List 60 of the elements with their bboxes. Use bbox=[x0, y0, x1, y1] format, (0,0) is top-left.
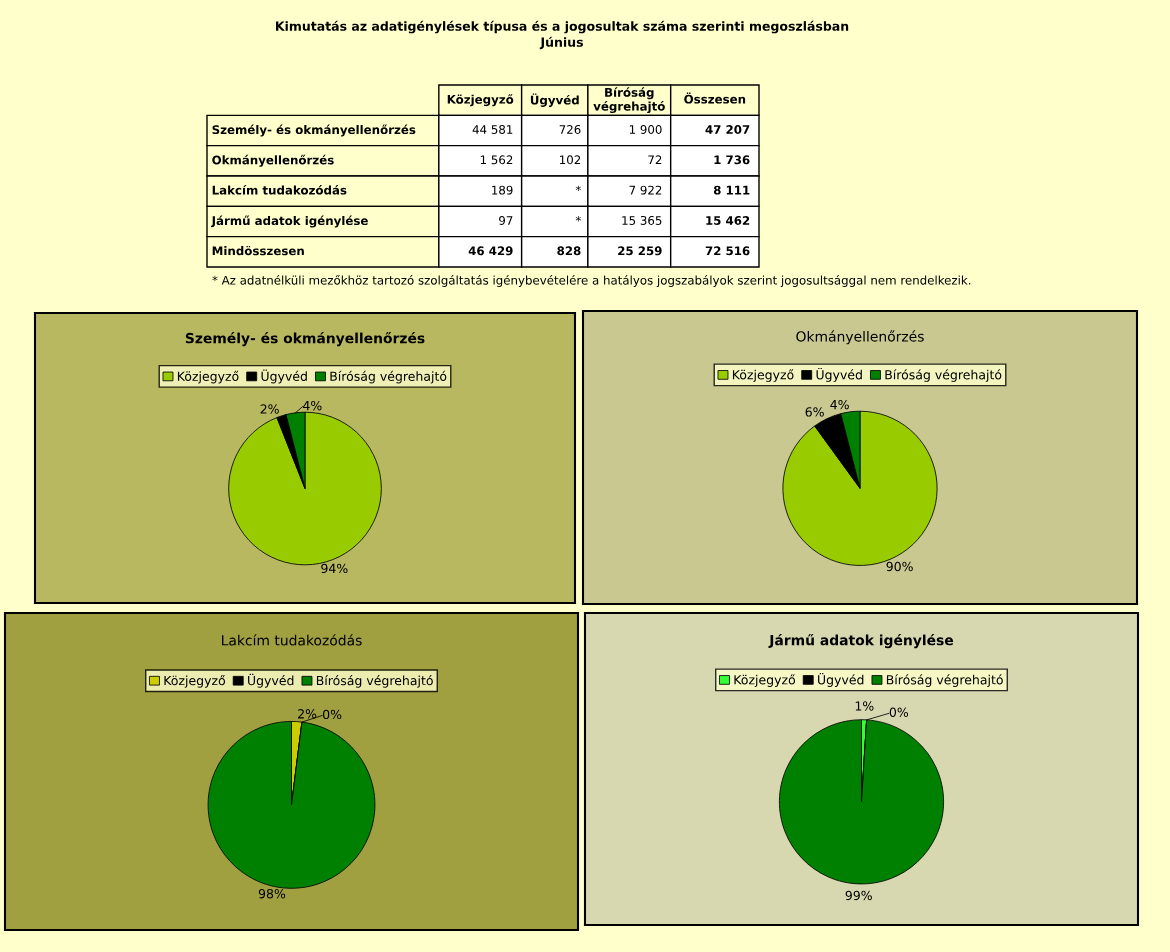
legend-label: Közjegyző bbox=[732, 369, 794, 382]
chart-title: Személy- és okmányellenőrzés bbox=[185, 332, 425, 347]
legend-label: Bíróság végrehajtó bbox=[330, 370, 447, 384]
text: 1 736 bbox=[714, 155, 750, 165]
data-label: 99% bbox=[845, 890, 872, 901]
category-label: Közjegyző bbox=[447, 94, 514, 107]
data-label: 98% bbox=[258, 888, 286, 899]
legend-label: Bíróság végrehajtó bbox=[885, 369, 1002, 382]
category-label: Lakcím tudakozódás bbox=[212, 184, 347, 195]
text: Június bbox=[539, 36, 583, 50]
text: 726 bbox=[559, 125, 581, 134]
text: 47 207 bbox=[705, 125, 750, 134]
legend-label: Ügyvéd bbox=[816, 367, 862, 382]
text: * bbox=[575, 216, 581, 222]
text: * bbox=[575, 185, 581, 192]
chart-title: Okmányellenőrzés bbox=[796, 330, 924, 345]
text: 7 922 bbox=[629, 185, 662, 195]
text: 72 516 bbox=[705, 246, 750, 256]
category-label: Összesen bbox=[684, 92, 746, 104]
text: 46 429 bbox=[468, 246, 513, 256]
text: 0% bbox=[889, 707, 909, 717]
legend-label: Bíróság végrehajtó bbox=[886, 674, 1003, 687]
category-label: Mindösszesen bbox=[212, 245, 304, 256]
text: 25 259 bbox=[618, 246, 662, 256]
text: 44 581 bbox=[472, 125, 513, 134]
text: 8 111 bbox=[713, 185, 750, 195]
legend-label: Bíróság végrehajtó bbox=[316, 675, 433, 688]
text: 15 462 bbox=[706, 216, 750, 225]
data-label: 1% bbox=[855, 701, 874, 711]
chart-title: Jármű adatok igénylése bbox=[768, 634, 954, 649]
data-label: 2% bbox=[260, 404, 279, 414]
text: 189 bbox=[492, 185, 513, 195]
category-label: Ügyvéd bbox=[530, 93, 579, 107]
data-label: 4% bbox=[303, 400, 322, 411]
data-label: 94% bbox=[321, 563, 348, 574]
legend-label: Közjegyző bbox=[734, 674, 796, 687]
text: 15 365 bbox=[622, 216, 662, 225]
chart-title: Lakcím tudakozódás bbox=[222, 634, 362, 646]
category-label: Személy- és okmányellenőrzés bbox=[212, 124, 416, 137]
legend-label: Ügyvéd bbox=[261, 369, 307, 384]
legend-label: Ügyvéd bbox=[248, 673, 294, 688]
category-label: Jármű adatok igénylése bbox=[210, 215, 368, 228]
legend-label: Ügyvéd bbox=[818, 672, 864, 687]
text: * Az adatnélküli mezőkhöz tartozó szolgáltatás igénybevételére a hatályos jogszabályok szerint jogosultsággal nem rendelkezik. bbox=[212, 275, 971, 287]
text: 72 bbox=[648, 155, 662, 165]
text: 97 bbox=[499, 216, 513, 225]
data-label: 2% bbox=[298, 709, 317, 719]
text: Kimutatás az adatigénylések típusa és a jogosultak száma szerinti megoszlásban bbox=[276, 20, 849, 34]
text: 828 bbox=[557, 246, 581, 256]
legend-label: Közjegyző bbox=[177, 370, 239, 384]
text: 0% bbox=[323, 709, 342, 720]
text: 102 bbox=[560, 155, 581, 165]
data-label: 4% bbox=[830, 399, 849, 410]
text: 1 562 bbox=[480, 155, 513, 165]
text: 1 900 bbox=[629, 125, 662, 134]
data-label: 90% bbox=[886, 561, 913, 572]
category-label: Okmányellenőrzés bbox=[212, 154, 334, 167]
category-label: Bíróság végrehajtó bbox=[593, 87, 665, 114]
data-label: 6% bbox=[805, 407, 824, 417]
legend-label: Közjegyző bbox=[164, 675, 226, 688]
